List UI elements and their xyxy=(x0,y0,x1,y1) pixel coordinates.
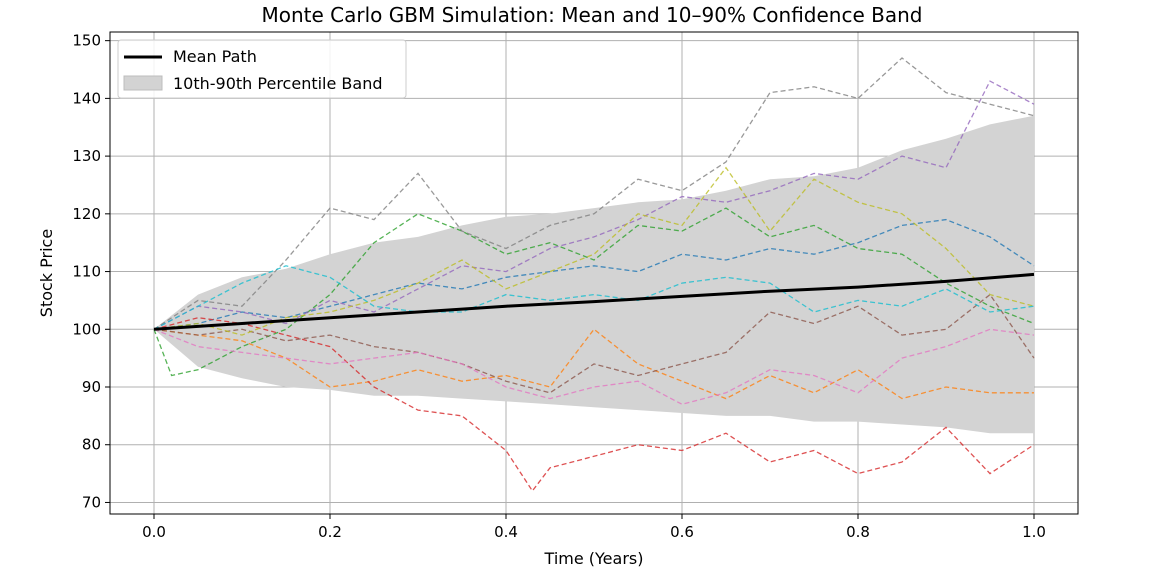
y-tick-label-8: 150 xyxy=(72,32,101,50)
y-axis-ticks: 70 80 90 100 110 120 130 140 150 xyxy=(72,32,110,511)
x-tick-label-5: 1.0 xyxy=(1022,523,1046,541)
mean-path-line xyxy=(153,272,1035,331)
percentile-band xyxy=(154,115,1034,434)
legend: Mean Path 10th-90th Percentile Band xyxy=(117,39,407,99)
x-tick-label-3: 0.6 xyxy=(670,523,694,541)
plot-frame xyxy=(109,31,1079,515)
simulated-paths xyxy=(153,57,1035,493)
x-axis-label: Time (Years) xyxy=(544,549,644,568)
y-axis-label: Stock Price xyxy=(37,229,56,317)
y-tick-label-1: 80 xyxy=(82,436,101,454)
series-line-8 xyxy=(153,57,1035,330)
y-tick-label-6: 130 xyxy=(72,147,101,165)
y-tick-label-4: 110 xyxy=(72,263,101,281)
x-tick-label-4: 0.8 xyxy=(846,523,870,541)
legend-band-swatch xyxy=(123,75,163,91)
band-area xyxy=(154,115,1034,434)
series-line-5 xyxy=(153,80,1035,330)
x-tick-label-0: 0.0 xyxy=(142,523,166,541)
legend-mean-label: Mean Path xyxy=(173,47,257,66)
legend-band-label: 10th-90th Percentile Band xyxy=(173,74,383,93)
series-line-10 xyxy=(153,265,1035,330)
series-line-3 xyxy=(153,207,1035,377)
y-tick-label-3: 100 xyxy=(72,320,101,338)
x-axis-ticks: 0.0 0.2 0.4 0.6 0.8 1.0 xyxy=(142,514,1046,541)
series-line-6 xyxy=(153,293,1035,394)
y-tick-label-0: 70 xyxy=(82,493,101,511)
y-tick-label-2: 90 xyxy=(82,378,101,396)
series-line-1 xyxy=(153,218,1035,330)
y-tick-label-7: 140 xyxy=(72,89,101,107)
series-line-9 xyxy=(153,166,1035,336)
legend-box xyxy=(117,39,407,99)
chart-title: Monte Carlo GBM Simulation: Mean and 10–… xyxy=(262,3,923,27)
series-line-2 xyxy=(153,328,1034,400)
y-tick-label-5: 120 xyxy=(72,205,101,223)
mean-path xyxy=(153,272,1035,331)
series-line-4 xyxy=(153,317,1035,493)
x-tick-label-1: 0.2 xyxy=(318,523,342,541)
x-tick-label-2: 0.4 xyxy=(494,523,518,541)
